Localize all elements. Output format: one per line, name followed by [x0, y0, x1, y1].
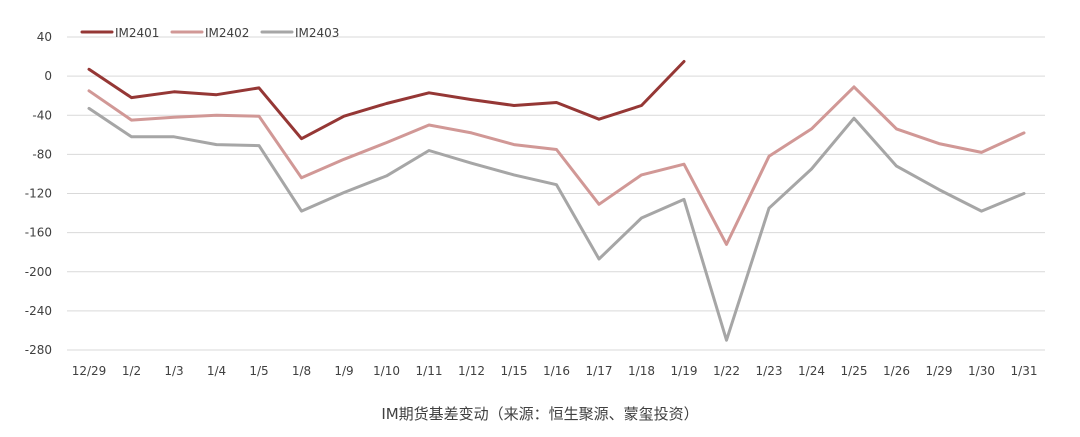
x-tick-label: 1/11 — [416, 364, 443, 378]
x-tick-label: 1/12 — [458, 364, 485, 378]
series-lines — [87, 60, 1026, 342]
x-tick-label: 1/26 — [883, 364, 910, 378]
x-tick-label: 1/8 — [292, 364, 311, 378]
chart-caption: IM期货基差变动（来源：恒生聚源、蒙玺投资） — [381, 405, 698, 423]
x-tick-label: 1/23 — [756, 364, 783, 378]
x-tick-label: 1/10 — [373, 364, 400, 378]
y-tick-label: -120 — [25, 187, 52, 201]
x-tick-label: 1/5 — [249, 364, 268, 378]
x-tick-label: 1/24 — [798, 364, 825, 378]
x-tick-label: 12/29 — [72, 364, 107, 378]
legend: IM2401 IM2402 IM2403 — [80, 26, 339, 40]
y-tick-label: -80 — [32, 147, 52, 161]
y-tick-label: -240 — [25, 304, 52, 318]
x-axis-tick-labels: 12/29 1/2 1/3 1/4 1/5 1/8 1/9 1/10 1/11 1/12 1/15 1… — [72, 364, 1038, 378]
x-tick-label: 1/4 — [207, 364, 226, 378]
y-tick-label: -160 — [25, 226, 52, 240]
x-tick-label: 1/29 — [926, 364, 953, 378]
x-tick-label: 1/15 — [501, 364, 528, 378]
series-line-im2403 — [87, 106, 1026, 342]
x-tick-label: 1/22 — [713, 364, 740, 378]
x-tick-label: 1/30 — [968, 364, 995, 378]
y-axis-tick-labels: 40 0 -40 -80 -120 -160 -200 -240 -280 — [25, 30, 52, 357]
y-tick-label: -40 — [32, 108, 52, 122]
x-tick-label: 1/19 — [671, 364, 698, 378]
x-tick-label: 1/31 — [1011, 364, 1038, 378]
x-tick-label: 1/25 — [841, 364, 868, 378]
series-line-im2401 — [87, 60, 686, 141]
x-tick-label: 1/18 — [628, 364, 655, 378]
legend-label: IM2402 — [205, 26, 249, 40]
y-tick-label: -200 — [25, 265, 52, 279]
x-tick-label: 1/9 — [334, 364, 353, 378]
x-tick-label: 1/17 — [586, 364, 613, 378]
legend-label: IM2401 — [115, 26, 159, 40]
x-tick-label: 1/16 — [543, 364, 570, 378]
y-tick-label: -280 — [25, 343, 52, 357]
series-line-im2402 — [87, 85, 1026, 246]
legend-label: IM2403 — [295, 26, 339, 40]
x-tick-label: 1/2 — [122, 364, 141, 378]
y-tick-label: 40 — [37, 30, 52, 44]
gridlines — [67, 36, 1045, 351]
y-tick-label: 0 — [44, 69, 52, 83]
x-tick-label: 1/3 — [164, 364, 183, 378]
